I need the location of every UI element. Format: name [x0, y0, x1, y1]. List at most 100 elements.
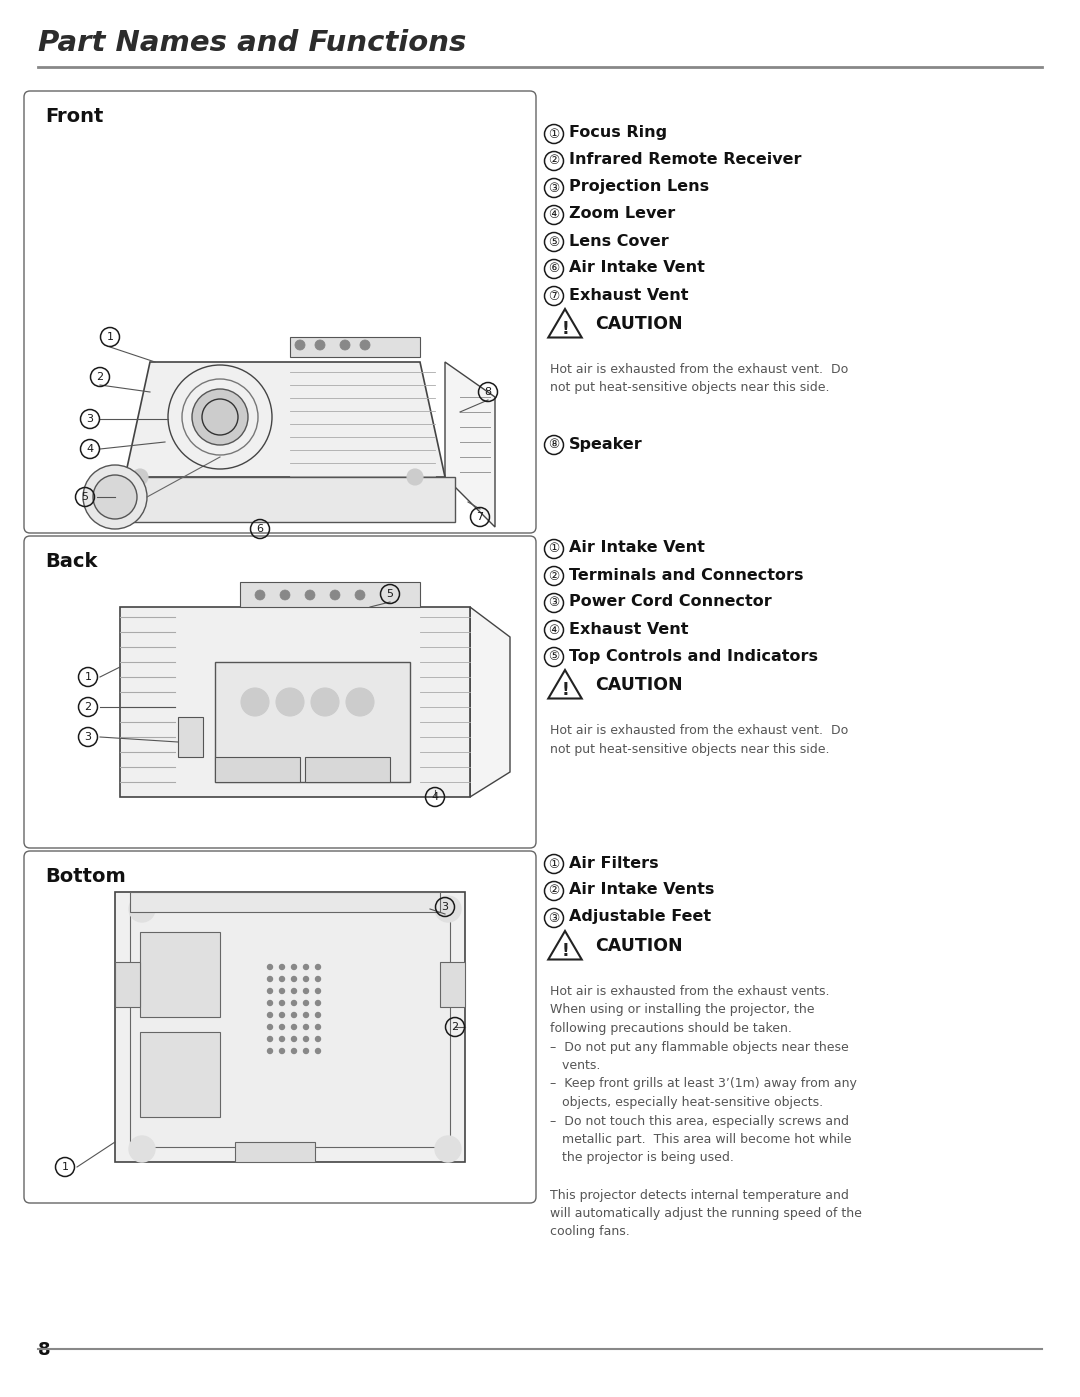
Circle shape — [268, 1024, 272, 1030]
Text: Power Cord Connector: Power Cord Connector — [569, 595, 772, 609]
Circle shape — [311, 687, 339, 717]
Text: ⑤: ⑤ — [549, 651, 559, 664]
Text: Exhaust Vent: Exhaust Vent — [569, 622, 689, 637]
Text: ③: ③ — [549, 911, 559, 925]
Text: 1: 1 — [84, 672, 92, 682]
Circle shape — [276, 687, 303, 717]
Text: ①: ① — [549, 542, 559, 556]
Circle shape — [292, 964, 297, 970]
Text: Air Intake Vent: Air Intake Vent — [569, 541, 705, 556]
Circle shape — [280, 977, 284, 982]
Text: 1: 1 — [107, 332, 113, 342]
Circle shape — [330, 590, 340, 599]
Text: 3: 3 — [442, 902, 448, 912]
Text: Lens Cover: Lens Cover — [569, 233, 669, 249]
Text: 4: 4 — [431, 792, 438, 802]
Text: Air Intake Vents: Air Intake Vents — [569, 883, 714, 897]
Circle shape — [280, 1013, 284, 1017]
Text: ④: ④ — [549, 208, 559, 222]
Circle shape — [303, 1013, 309, 1017]
Bar — [114, 893, 465, 1162]
Text: 8: 8 — [38, 1341, 51, 1359]
Text: ⑧: ⑧ — [549, 439, 559, 451]
Circle shape — [303, 964, 309, 970]
Text: Exhaust Vent: Exhaust Vent — [569, 288, 689, 303]
Circle shape — [255, 590, 265, 599]
Circle shape — [292, 1000, 297, 1006]
Text: !: ! — [562, 942, 569, 960]
Bar — [240, 583, 420, 608]
Text: ①: ① — [549, 858, 559, 870]
Circle shape — [315, 1049, 321, 1053]
Circle shape — [355, 590, 365, 599]
Text: !: ! — [562, 680, 569, 698]
Text: 6: 6 — [257, 524, 264, 534]
Text: CAUTION: CAUTION — [595, 676, 683, 694]
Text: Hot air is exhausted from the exhaust vent.  Do
not put heat-sensitive objects n: Hot air is exhausted from the exhaust ve… — [550, 724, 848, 756]
FancyBboxPatch shape — [24, 91, 536, 534]
Circle shape — [292, 1013, 297, 1017]
Bar — [130, 893, 440, 912]
Circle shape — [315, 989, 321, 993]
Polygon shape — [470, 608, 510, 798]
Circle shape — [268, 1000, 272, 1006]
Text: ①: ① — [549, 127, 559, 141]
Text: Adjustable Feet: Adjustable Feet — [569, 909, 711, 925]
Polygon shape — [125, 362, 445, 476]
Circle shape — [280, 964, 284, 970]
Text: CAUTION: CAUTION — [595, 314, 683, 332]
Circle shape — [268, 964, 272, 970]
Text: Focus Ring: Focus Ring — [569, 126, 667, 141]
Circle shape — [407, 469, 423, 485]
Circle shape — [129, 895, 156, 922]
Text: 4: 4 — [86, 444, 94, 454]
Text: Part Names and Functions: Part Names and Functions — [38, 29, 467, 57]
Text: 3: 3 — [86, 414, 94, 425]
Bar — [305, 757, 390, 782]
Circle shape — [303, 1000, 309, 1006]
Circle shape — [303, 1037, 309, 1042]
Circle shape — [268, 989, 272, 993]
Circle shape — [280, 1037, 284, 1042]
Bar — [235, 1141, 315, 1162]
Text: ③: ③ — [549, 597, 559, 609]
Bar — [291, 337, 420, 358]
Circle shape — [315, 1024, 321, 1030]
Circle shape — [315, 977, 321, 982]
Circle shape — [280, 1049, 284, 1053]
Circle shape — [241, 687, 269, 717]
Text: ③: ③ — [549, 182, 559, 194]
Circle shape — [340, 339, 350, 351]
Polygon shape — [445, 362, 495, 527]
Text: Bottom: Bottom — [45, 868, 125, 886]
Circle shape — [315, 1000, 321, 1006]
Bar — [130, 907, 450, 1147]
Bar — [215, 662, 410, 782]
Circle shape — [280, 989, 284, 993]
Circle shape — [292, 1037, 297, 1042]
Text: Zoom Lever: Zoom Lever — [569, 207, 675, 222]
Bar — [114, 963, 140, 1007]
Text: ②: ② — [549, 570, 559, 583]
Text: Air Intake Vent: Air Intake Vent — [569, 260, 705, 275]
Circle shape — [268, 977, 272, 982]
Text: Hot air is exhausted from the exhaust vents.
When using or installing the projec: Hot air is exhausted from the exhaust ve… — [550, 985, 862, 1239]
Circle shape — [292, 977, 297, 982]
Bar — [215, 757, 300, 782]
Text: CAUTION: CAUTION — [595, 937, 683, 956]
Circle shape — [346, 687, 374, 717]
Bar — [125, 476, 455, 522]
Circle shape — [315, 1013, 321, 1017]
Text: Terminals and Connectors: Terminals and Connectors — [569, 567, 804, 583]
Text: 7: 7 — [476, 511, 484, 522]
Text: Hot air is exhausted from the exhaust vent.  Do
not put heat-sensitive objects n: Hot air is exhausted from the exhaust ve… — [550, 363, 848, 394]
Bar — [440, 963, 465, 1007]
Circle shape — [435, 1136, 461, 1162]
Text: Air Filters: Air Filters — [569, 855, 659, 870]
Text: ⑥: ⑥ — [549, 263, 559, 275]
Text: ④: ④ — [549, 623, 559, 637]
Circle shape — [292, 989, 297, 993]
Text: Top Controls and Indicators: Top Controls and Indicators — [569, 648, 818, 664]
Circle shape — [268, 1037, 272, 1042]
Text: 1: 1 — [62, 1162, 68, 1172]
